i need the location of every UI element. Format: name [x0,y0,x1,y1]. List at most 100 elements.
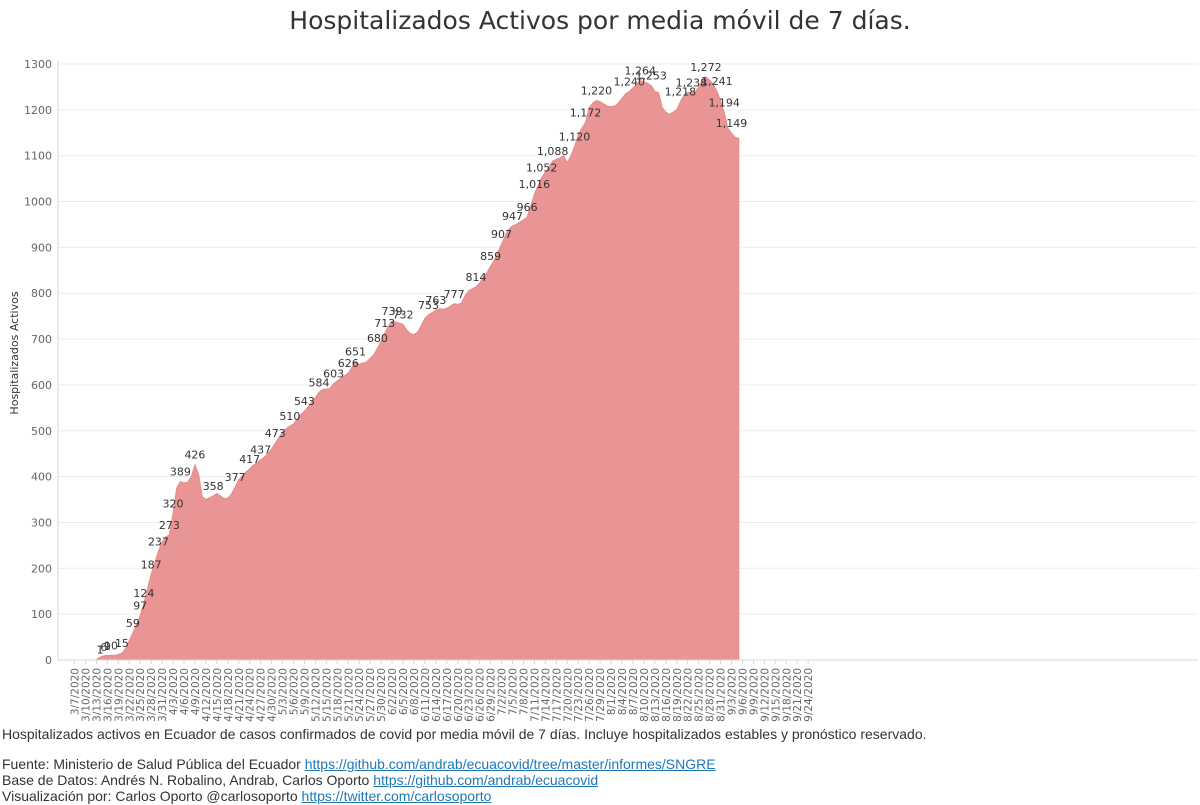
y-tick-label: 100 [31,608,52,621]
data-label: 1,120 [559,131,591,144]
data-label: 1,172 [570,107,602,120]
x-tick-label: 8/28/2020 [705,668,717,722]
x-tick-label: 8/19/2020 [672,668,684,722]
data-label: 753 [418,299,439,312]
data-label: 763 [425,294,446,307]
x-tick-label: 3/16/2020 [102,668,114,722]
x-tick-label: 5/18/2020 [332,668,344,722]
data-label: 1,238 [676,76,708,89]
x-tick-label: 5/3/2020 [278,668,290,715]
y-tick-label: 300 [31,516,52,529]
data-label: 1,240 [614,76,646,89]
x-tick-label: 8/22/2020 [683,668,695,722]
data-label: 237 [148,535,169,548]
data-label: 1 [97,644,104,657]
x-tick-label: 6/11/2020 [420,668,432,722]
x-tick-label: 5/27/2020 [365,668,377,722]
x-tick-label: 6/8/2020 [409,668,421,715]
data-label: 1,241 [701,75,733,88]
data-label: 273 [159,519,180,532]
x-tick-label: 7/2/2020 [497,668,509,715]
footer-source-label: Fuente: Ministerio de Salud Pública del … [2,756,301,772]
data-label: 777 [444,288,465,301]
data-label: 814 [466,271,487,284]
x-tick-label: 5/9/2020 [299,668,311,715]
y-tick-label: 1300 [24,58,52,71]
footer-database-link[interactable]: https://github.com/andrab/ecuacovid [373,772,599,788]
x-tick-label: 3/13/2020 [91,668,103,722]
data-label: 1,052 [526,162,558,175]
y-tick-label: 600 [31,379,52,392]
x-tick-label: 9/24/2020 [803,668,815,722]
data-label: 859 [480,250,501,263]
y-tick-label: 800 [31,287,52,300]
x-tick-label: 6/23/2020 [464,668,476,722]
footer-database: Base de Datos: Andrés N. Robalino, Andra… [2,772,927,788]
footer-description: Hospitalizados activos en Ecuador de cas… [2,726,927,742]
footer-visualization: Visualización por: Carlos Oporto @carlos… [2,788,927,804]
x-tick-label: 8/13/2020 [650,668,662,722]
y-tick-label: 400 [31,471,52,484]
data-label: 584 [309,376,330,389]
data-label: 713 [374,317,395,330]
x-tick-label: 5/30/2020 [376,668,388,722]
x-tick-label: 4/21/2020 [234,668,246,722]
x-tick-label: 3/25/2020 [135,668,147,722]
x-tick-label: 8/16/2020 [661,668,673,722]
x-tick-label: 7/11/2020 [529,668,541,722]
x-tick-label: 5/21/2020 [343,668,355,722]
x-tick-label: 3/7/2020 [70,668,82,715]
y-tick-label: 900 [31,241,52,254]
data-label: 320 [163,497,184,510]
data-label: 907 [491,228,512,241]
x-tick-label: 5/6/2020 [289,668,301,715]
data-label: 966 [517,201,538,214]
data-label: 510 [279,410,300,423]
data-label: 473 [265,427,286,440]
x-tick-label: 7/17/2020 [551,668,563,722]
x-tick-label: 4/12/2020 [201,668,213,722]
y-axis: 0 100 200 300 400 500 600 700 800 900 1000 1100 1200… [24,58,59,667]
x-tick-label: 4/3/2020 [168,668,180,715]
y-tick-label: 0 [45,654,52,667]
data-label: 1,220 [581,85,613,98]
x-tick-label: 9/12/2020 [759,668,771,722]
data-label: 1,253 [635,70,667,83]
data-label: 1,088 [537,145,569,158]
data-label: 680 [367,332,388,345]
chart-footer: Hospitalizados activos en Ecuador de cas… [2,726,927,804]
x-tick-label: 9/21/2020 [792,668,804,722]
data-label: 1,218 [665,86,697,99]
data-label: 947 [502,210,523,223]
data-label: 1,194 [708,97,740,110]
data-label: 543 [294,395,315,408]
x-tick-label: 3/31/2020 [157,668,169,722]
data-label: 437 [250,444,271,457]
footer-source-link[interactable]: https://github.com/andrab/ecuacovid/tree… [304,756,716,772]
data-label: 6 [100,641,107,654]
y-tick-label: 1000 [24,196,52,209]
data-label: 377 [225,471,246,484]
x-tick-label: 7/26/2020 [584,668,596,722]
footer-database-label: Base de Datos: Andrés N. Robalino, Andra… [2,772,370,788]
x-tick-label: 9/3/2020 [727,668,739,715]
x-tick-label: 4/6/2020 [179,668,191,715]
y-axis-label: Hospitalizados Activos [8,291,21,414]
x-tick-label: 8/25/2020 [694,668,706,722]
data-label: 1,264 [625,65,657,78]
y-tick-label: 1100 [24,150,52,163]
x-tick-label: 6/26/2020 [475,668,487,722]
x-axis: 3/7/20203/10/20203/13/20203/16/20203/19/… [58,659,1198,722]
data-label: 15 [115,637,129,650]
footer-viz-label: Visualización por: Carlos Oporto @carlos… [2,788,298,804]
x-tick-label: 4/30/2020 [267,668,279,722]
footer-viz-link[interactable]: https://twitter.com/carlosoporto [301,788,492,804]
x-tick-label: 3/28/2020 [146,668,158,722]
x-tick-label: 8/7/2020 [628,668,640,715]
data-label: 417 [239,453,260,466]
x-tick-label: 6/29/2020 [486,668,498,722]
data-label: 59 [126,617,140,630]
data-label: 124 [133,587,154,600]
y-tick-label: 200 [31,562,52,575]
